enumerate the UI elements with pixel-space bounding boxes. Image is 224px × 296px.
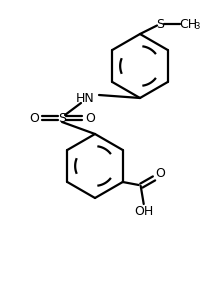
Text: S: S: [58, 112, 66, 125]
Text: HN: HN: [76, 91, 94, 104]
Text: O: O: [155, 166, 165, 179]
Text: 3: 3: [194, 22, 200, 30]
Text: OH: OH: [134, 205, 153, 218]
Text: S: S: [156, 17, 164, 30]
Text: O: O: [29, 112, 39, 125]
Text: O: O: [85, 112, 95, 125]
Text: CH: CH: [179, 17, 197, 30]
